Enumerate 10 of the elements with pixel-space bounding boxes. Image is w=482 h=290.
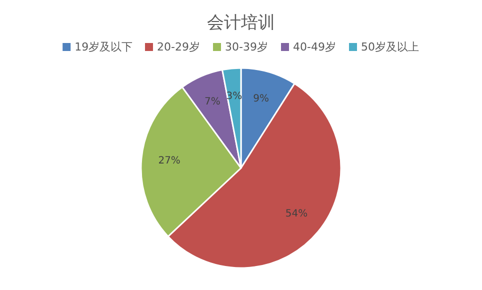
data-label: 54% — [285, 208, 308, 220]
data-label: 7% — [204, 96, 220, 108]
chart-title: 会计培训 — [207, 13, 275, 33]
legend-label: 20-29岁 — [157, 40, 200, 54]
data-label: 27% — [158, 156, 180, 167]
data-label: 9% — [253, 93, 270, 104]
legend-label: 50岁及以上 — [361, 40, 419, 54]
legend-label: 19岁及以下 — [74, 40, 133, 54]
legend-label: 40-49岁 — [293, 40, 336, 54]
legend-label: 30-39岁 — [225, 40, 268, 54]
